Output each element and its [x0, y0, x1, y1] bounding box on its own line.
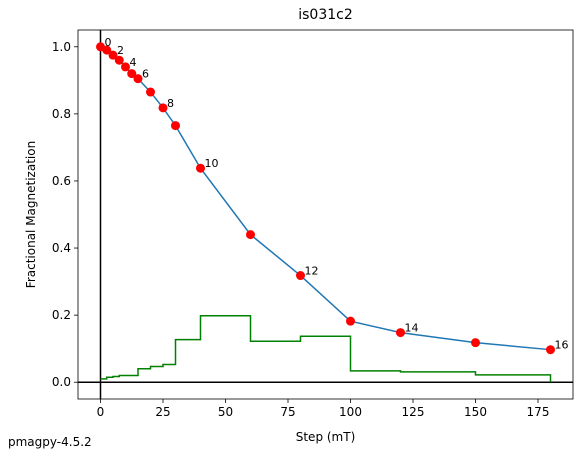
x-tick-label: 75	[280, 405, 295, 419]
y-tick-label: 0.4	[52, 241, 71, 255]
chart-title: is031c2	[298, 7, 353, 23]
data-point	[471, 338, 480, 348]
data-point	[108, 50, 118, 60]
data-point	[246, 230, 255, 240]
point-label: 2	[117, 44, 124, 57]
x-tick-label: 100	[339, 405, 362, 419]
data-point	[102, 45, 112, 55]
data-point	[158, 103, 168, 113]
data-line	[100, 46, 551, 351]
plot-frame	[77, 29, 574, 400]
point-label: 10	[205, 157, 219, 170]
data-point	[127, 69, 137, 79]
point-label: 16	[555, 339, 569, 352]
x-tick-label: 25	[155, 405, 170, 419]
footer: pmagpy-4.5.2	[8, 435, 92, 449]
data-point	[196, 163, 205, 173]
data-point	[133, 74, 143, 84]
data-point	[114, 55, 124, 65]
point-label: 8	[167, 97, 174, 110]
point-label: 6	[142, 68, 149, 81]
step-line	[100, 315, 552, 383]
data-point	[146, 87, 155, 97]
point-label: 4	[130, 56, 137, 69]
y-tick-label: 0.8	[52, 107, 71, 121]
point-label: 14	[405, 322, 419, 335]
y-tick-label: 0.0	[52, 375, 71, 389]
x-tick-label: 0	[97, 405, 105, 419]
x-tick-label: 150	[464, 405, 487, 419]
y-tick-label: 0.6	[52, 174, 71, 188]
x-tick-label: 175	[527, 405, 550, 419]
y-axis-label: Fractional Magnetization	[24, 141, 38, 288]
x-tick-label: 50	[218, 405, 233, 419]
data-point	[546, 345, 555, 355]
data-point	[121, 62, 130, 72]
point-label: 0	[105, 36, 112, 49]
data-point	[346, 316, 355, 326]
data-point	[396, 328, 405, 338]
point-label: 12	[305, 265, 319, 278]
y-tick-label: 0.2	[52, 308, 71, 322]
data-point	[171, 121, 180, 131]
x-tick-label: 125	[402, 405, 425, 419]
x-axis-label: Step (mT)	[296, 430, 356, 444]
y-tick-label: 1.0	[52, 40, 71, 54]
data-point	[296, 271, 305, 281]
